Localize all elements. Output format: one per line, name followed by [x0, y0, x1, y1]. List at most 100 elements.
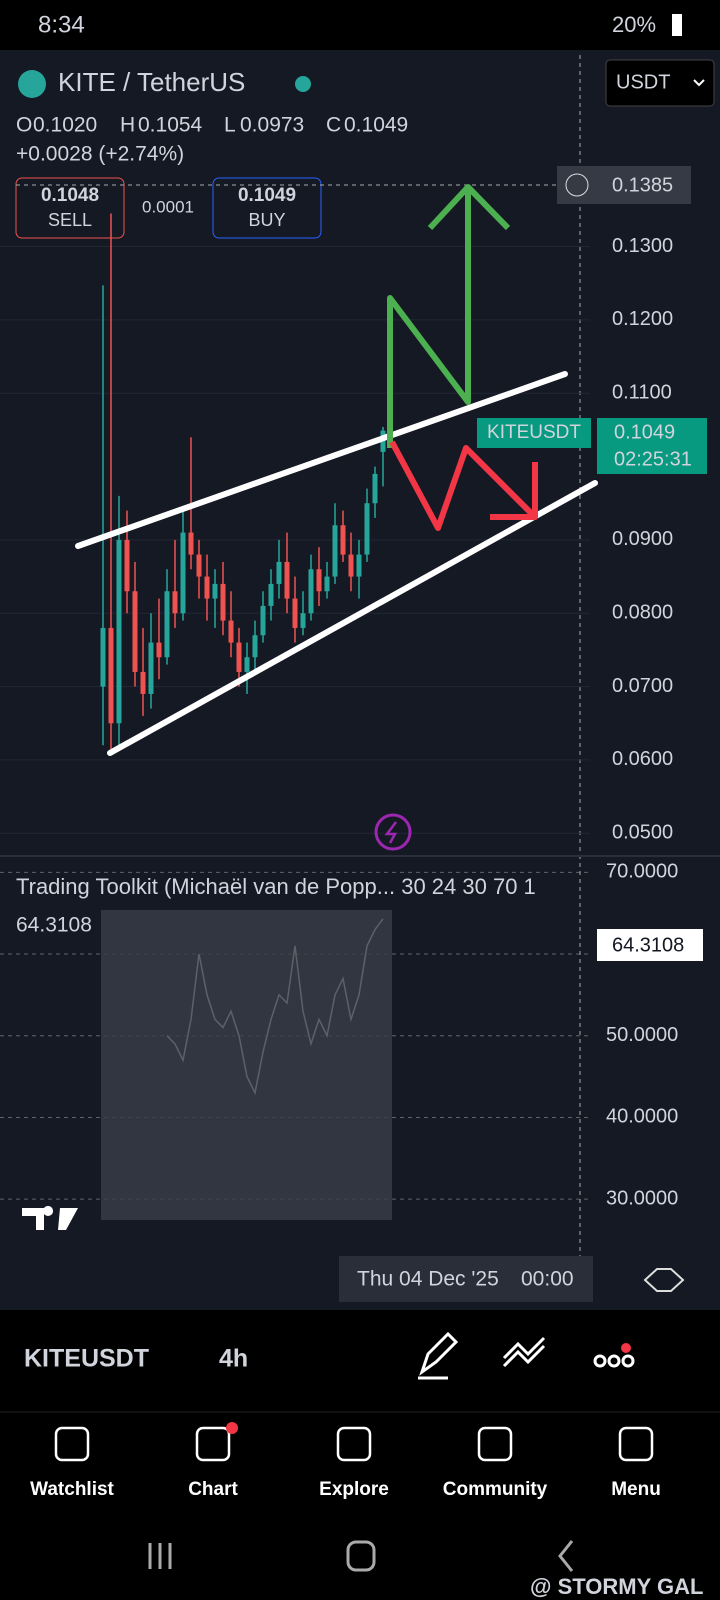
sell-label[interactable]: SELL	[48, 210, 92, 230]
candle-body	[148, 642, 154, 694]
candle-body	[228, 620, 234, 643]
y-tick-label: 0.0900	[612, 528, 673, 550]
toolbar-interval[interactable]: 4h	[219, 1345, 248, 1373]
candle-body	[268, 583, 274, 606]
y-tick-label: 0.0800	[612, 602, 673, 624]
candle-body	[292, 598, 298, 628]
time-hour: 00:00	[521, 1268, 574, 1291]
candle-body	[236, 642, 242, 672]
candle-body	[340, 525, 346, 555]
candle-body	[348, 554, 354, 577]
ohlc-value: 0.0973	[240, 114, 304, 137]
spread: 0.0001	[142, 197, 194, 216]
toolbar	[0, 1310, 720, 1410]
y-tick-label: 0.1100	[612, 382, 672, 404]
candle-body	[180, 532, 186, 614]
upper-trendline	[75, 371, 568, 549]
candle-body	[100, 627, 106, 687]
ohlc: O 0.1020 H 0.1054 L 0.0973 C 0.1049 +0.0…	[16, 114, 408, 166]
bolt	[384, 821, 398, 844]
y-tick-label: 70.0000	[606, 861, 678, 883]
price-tag	[597, 418, 707, 474]
candle-body	[172, 591, 178, 614]
candle-body	[140, 671, 146, 694]
back-button[interactable]	[558, 1540, 574, 1572]
y-tick-label: 40.0000	[606, 1106, 678, 1128]
candle-body	[364, 503, 370, 555]
indicator-icon[interactable]	[502, 1336, 546, 1368]
indicator-title: Trading Toolkit (Michaël van de Popp... …	[16, 874, 536, 899]
candle-body	[372, 473, 378, 504]
nav-label[interactable]: Community	[443, 1479, 548, 1500]
indicator-tag-text: 64.3108	[612, 934, 684, 956]
recent-apps[interactable]	[148, 1543, 172, 1569]
candle-body	[284, 561, 290, 599]
add-icon[interactable]	[565, 173, 589, 197]
nav-icon[interactable]	[618, 1426, 654, 1462]
alert-icon[interactable]	[374, 813, 412, 851]
ohlc-value: 0.1049	[344, 114, 408, 137]
candle-body	[132, 591, 138, 672]
ohlc-label: O	[16, 114, 32, 137]
nav-icon[interactable]	[336, 1426, 372, 1462]
candle-body	[308, 569, 314, 614]
nav-label[interactable]: Watchlist	[30, 1479, 114, 1500]
home-button[interactable]	[346, 1540, 376, 1572]
nav-icon[interactable]	[477, 1426, 513, 1462]
currency[interactable]: USDT	[616, 71, 670, 93]
sell-price[interactable]: 0.1048	[41, 185, 99, 206]
nav-label[interactable]: Menu	[611, 1479, 661, 1500]
ohlc-label: L	[224, 114, 236, 137]
indicator-band	[101, 910, 392, 1220]
nav-icon[interactable]	[54, 1426, 90, 1462]
more-icon[interactable]	[593, 1354, 635, 1368]
candle-body	[156, 642, 162, 658]
toolbar-symbol[interactable]: KITEUSDT	[24, 1345, 149, 1373]
symbol-tag-text: KITEUSDT	[487, 422, 581, 443]
lower-trendline	[107, 480, 598, 756]
battery: 20%	[612, 12, 656, 37]
chart-badge	[226, 1422, 238, 1434]
buy-price[interactable]: 0.1049	[238, 185, 296, 206]
y-tick-label: 0.1200	[612, 308, 673, 330]
candle-body	[108, 627, 114, 724]
nav-icon[interactable]	[195, 1426, 231, 1462]
currency-select[interactable]	[605, 59, 715, 107]
candle-body	[124, 539, 130, 592]
candle-body	[244, 657, 250, 672]
nav-label[interactable]: Chart	[188, 1479, 238, 1500]
symbol-title: KITE / TetherUS	[58, 67, 245, 97]
settings-icon[interactable]	[643, 1268, 685, 1292]
draw-icon[interactable]	[418, 1331, 459, 1380]
indicator-tag	[597, 929, 703, 961]
ohlc-label: H	[120, 114, 135, 137]
y-tick-label: 0.0500	[612, 822, 673, 844]
candle-body	[220, 583, 226, 621]
candle-body	[324, 576, 330, 592]
last-price: 0.1049	[614, 421, 675, 443]
time-tag	[339, 1256, 593, 1302]
candle-body	[316, 569, 322, 592]
ohlc-value: 0.1054	[138, 114, 203, 137]
candle-body	[356, 554, 362, 577]
y-tick-label: 50.0000	[606, 1024, 678, 1046]
trendlines	[75, 371, 598, 756]
ohlc-label: C	[326, 114, 341, 137]
candle-body	[116, 539, 122, 724]
ohlc-value: 0.1020	[33, 114, 97, 137]
buy-label[interactable]: BUY	[248, 210, 285, 230]
battery-icon	[672, 14, 682, 36]
notification-dot	[621, 1343, 631, 1353]
candle-body	[260, 605, 266, 636]
candle-body	[332, 525, 338, 577]
symbol-tag	[477, 418, 591, 448]
nav-label[interactable]: Explore	[319, 1479, 389, 1500]
crosshair-price: 0.1385	[612, 174, 673, 196]
y-tick-label: 0.0600	[612, 748, 673, 770]
buy-button[interactable]	[212, 177, 322, 239]
bearish-arrow	[389, 440, 538, 531]
time-date: Thu 04 Dec '25	[357, 1268, 499, 1291]
sell-button[interactable]	[15, 177, 125, 239]
candle-body	[300, 613, 306, 628]
